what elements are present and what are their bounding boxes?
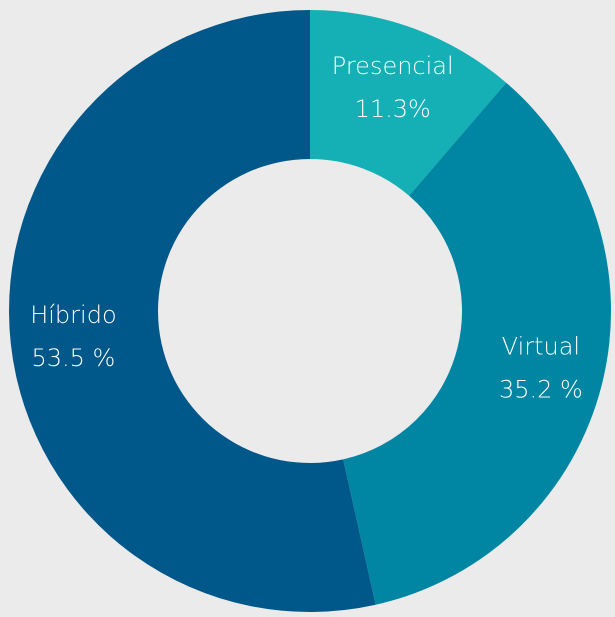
value-label: 35.2 % [499, 376, 583, 404]
donut-segment [343, 82, 611, 605]
segment-label: Presencial [332, 52, 454, 80]
donut-segment [310, 10, 507, 196]
segment-label: Virtual [502, 333, 580, 361]
donut-segment [8, 10, 376, 613]
value-label: 11.3% [355, 95, 431, 123]
value-label: 53.5 % [31, 344, 115, 372]
segment-label: Híbrido [30, 301, 116, 329]
